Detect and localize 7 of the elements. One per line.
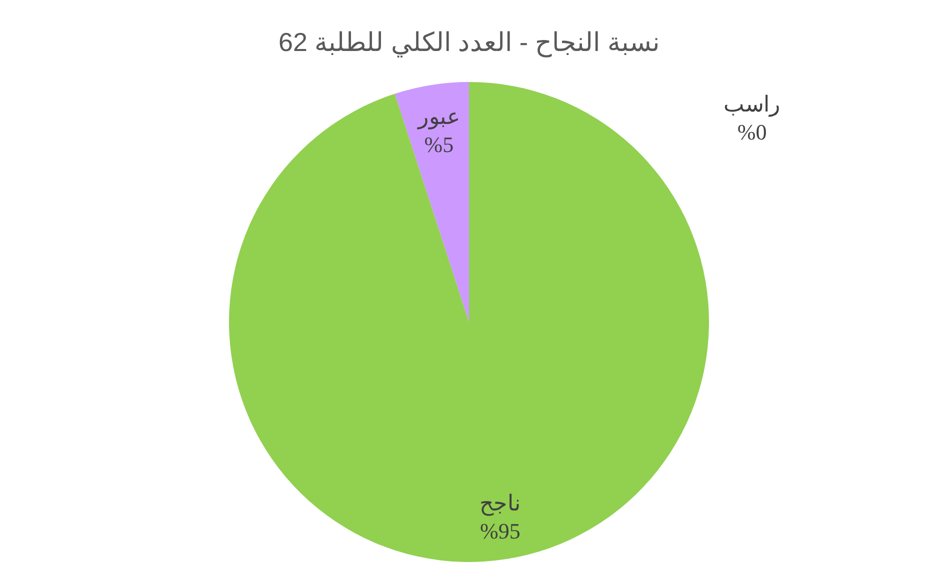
data-label: %5 [424,132,454,158]
data-label: %95 [480,518,520,544]
category-label: راسب [724,91,781,116]
chart-title: نسبة النجاح - العدد الكلي للطلبة 62 [278,27,660,58]
slice-label: ناجح [480,490,521,517]
text: %0 [737,119,767,144]
slice-label: عبور [416,104,460,130]
